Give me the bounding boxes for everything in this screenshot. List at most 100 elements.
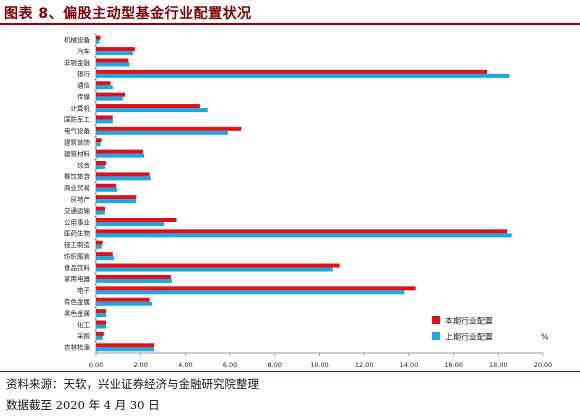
page-title: 图表 8、偏股主动型基金行业配置状况 bbox=[4, 6, 252, 22]
bar-previous bbox=[96, 62, 130, 67]
category-label: 交通运输 bbox=[64, 206, 91, 215]
x-tick-label: 2.00 bbox=[133, 361, 147, 369]
bar-previous bbox=[96, 176, 151, 181]
category-label: 银行 bbox=[77, 69, 91, 78]
y-axis: 机械设备汽车非银金融银行通信传媒计算机国防军工电气设备建筑装饰建筑材料综合餐饮旅… bbox=[64, 33, 96, 352]
bar-current bbox=[96, 320, 107, 325]
bar-current bbox=[96, 47, 136, 52]
bar-previous bbox=[96, 153, 145, 158]
footer-divider bbox=[0, 371, 580, 372]
bar-current bbox=[96, 115, 113, 120]
bar-current bbox=[96, 126, 242, 131]
category-label: 建筑装饰 bbox=[64, 138, 91, 147]
bar-previous bbox=[96, 73, 510, 78]
x-axis: 0.00 2.00 4.00 6.00 8.00 10.00 12.00 14.00 16.00… bbox=[89, 353, 553, 369]
bar-current bbox=[96, 263, 340, 268]
bar-current bbox=[96, 274, 171, 279]
bar-current bbox=[96, 183, 117, 188]
bar-previous bbox=[96, 199, 137, 204]
bar-previous bbox=[96, 85, 113, 90]
bar-current bbox=[96, 309, 107, 314]
bar-current bbox=[96, 252, 113, 257]
bar-previous bbox=[96, 267, 333, 272]
bar-previous bbox=[96, 335, 103, 340]
x-tick-label: 14.00 bbox=[400, 361, 419, 369]
bar-previous bbox=[96, 39, 100, 44]
x-tick-label: 20.00 bbox=[534, 361, 553, 369]
x-tick-label: 16.00 bbox=[444, 361, 463, 369]
bar-previous bbox=[96, 347, 155, 352]
x-tick-label: 10.00 bbox=[310, 361, 329, 369]
title-divider bbox=[0, 23, 580, 25]
bar-current bbox=[96, 240, 103, 245]
category-label: 房地产 bbox=[71, 194, 91, 203]
bar-current bbox=[96, 81, 111, 86]
category-label: 化工 bbox=[77, 320, 91, 329]
bar-previous bbox=[96, 210, 105, 215]
bar-previous bbox=[96, 187, 118, 192]
category-label: 有色金属 bbox=[64, 297, 90, 306]
legend-swatch bbox=[432, 332, 440, 340]
bar-current bbox=[96, 58, 129, 63]
category-label: 计算机 bbox=[71, 103, 91, 112]
category-label: 传媒 bbox=[77, 92, 91, 101]
bar-previous bbox=[96, 313, 107, 318]
category-label: 商业贸易 bbox=[64, 183, 90, 192]
bar-current bbox=[96, 69, 488, 74]
category-label: 纺织服装 bbox=[64, 251, 91, 260]
legend-label: 上期行业配置 bbox=[445, 332, 493, 342]
date-note: 数据截至 2020 年 4 月 30 日 bbox=[6, 398, 160, 412]
unit-label: % bbox=[541, 333, 549, 342]
bar-current bbox=[96, 172, 150, 177]
category-label: 国防军工 bbox=[64, 115, 91, 124]
bar-previous bbox=[96, 51, 133, 56]
x-tick-label: 0.00 bbox=[89, 361, 103, 369]
category-label: 餐饮旅游 bbox=[64, 172, 91, 181]
legend-swatch bbox=[432, 316, 440, 324]
bar-current bbox=[96, 195, 137, 200]
category-label: 非银金融 bbox=[64, 58, 91, 67]
bar-current bbox=[96, 161, 107, 166]
bar-current bbox=[96, 217, 177, 222]
bar-previous bbox=[96, 324, 107, 329]
bar-previous bbox=[96, 96, 123, 101]
category-label: 通信 bbox=[77, 81, 91, 90]
bar-previous bbox=[96, 278, 172, 283]
bar-current bbox=[96, 343, 155, 348]
category-label: 综合 bbox=[77, 160, 91, 169]
bar-previous bbox=[96, 244, 102, 249]
bar-previous bbox=[96, 301, 152, 306]
bar-previous bbox=[96, 290, 405, 295]
bar-current bbox=[96, 286, 416, 291]
category-label: 农林牧渔 bbox=[64, 343, 91, 352]
bar-chart: 0.00 2.00 4.00 6.00 8.00 10.00 12.00 14.00 16.00… bbox=[64, 33, 553, 369]
bar-current bbox=[96, 206, 105, 211]
x-tick-label: 18.00 bbox=[489, 361, 508, 369]
bar-previous bbox=[96, 256, 114, 261]
bar-previous bbox=[96, 130, 228, 135]
x-tick-label: 8.00 bbox=[268, 361, 282, 369]
bar-previous bbox=[96, 233, 512, 238]
legend-label: 本期行业配置 bbox=[445, 316, 493, 326]
bar-current bbox=[96, 331, 104, 336]
bar-previous bbox=[96, 119, 113, 124]
bar-previous bbox=[96, 165, 105, 170]
category-label: 采掘 bbox=[77, 331, 91, 340]
bar-current bbox=[96, 104, 200, 109]
bar-current bbox=[96, 149, 143, 154]
bar-current bbox=[96, 297, 150, 302]
category-label: 电气设备 bbox=[64, 126, 91, 135]
category-label: 公用事业 bbox=[64, 217, 91, 226]
x-tick-label: 6.00 bbox=[223, 361, 237, 369]
category-label: 食品饮料 bbox=[64, 263, 91, 272]
category-label: 轻工制造 bbox=[64, 240, 91, 249]
category-label: 家用电器 bbox=[64, 274, 91, 283]
category-label: 建筑材料 bbox=[64, 149, 91, 158]
plot-area bbox=[95, 34, 543, 354]
category-label: 机械设备 bbox=[64, 35, 91, 44]
bar-previous bbox=[96, 221, 165, 226]
category-label: 汽车 bbox=[77, 46, 91, 55]
bar-current bbox=[96, 138, 102, 143]
bar-previous bbox=[96, 142, 101, 147]
